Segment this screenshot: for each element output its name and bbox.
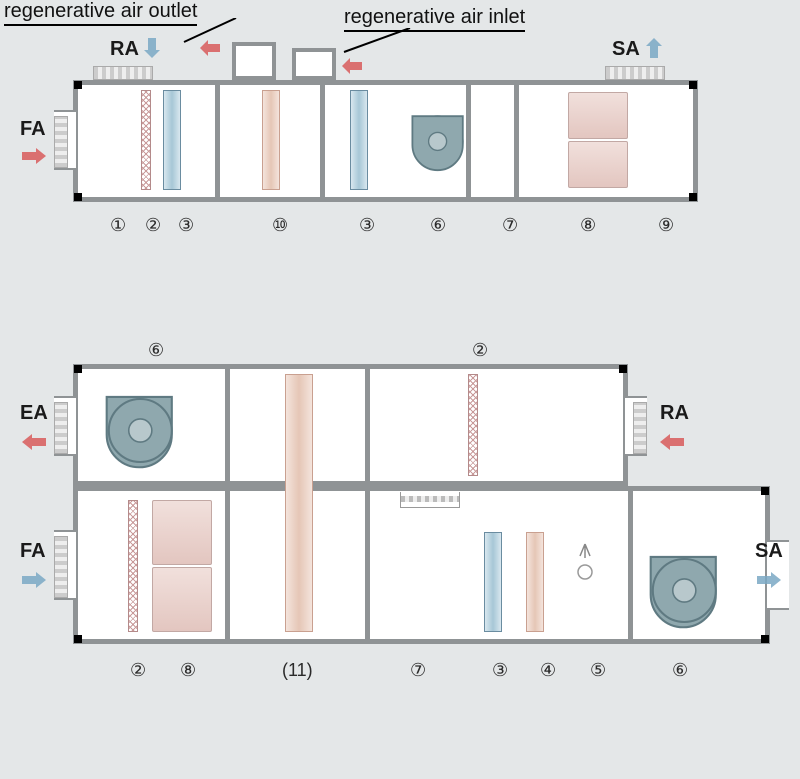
component-number: ③	[178, 215, 194, 236]
fan-icon	[92, 378, 192, 478]
component-number: ③	[359, 215, 375, 236]
arrow-right-icon	[20, 144, 48, 168]
arrow-left-icon	[340, 54, 364, 78]
component-number: ⑥	[672, 660, 688, 681]
fa-inlet	[54, 110, 76, 170]
arrow-right-icon	[755, 568, 783, 592]
filter-icon	[128, 500, 138, 632]
heater-icon	[152, 500, 212, 632]
energy-wheel-icon	[285, 374, 313, 632]
heater-icon	[568, 92, 628, 188]
arrow-left-icon	[20, 430, 48, 454]
ra-damper	[93, 66, 153, 80]
arrow-left-icon	[658, 430, 686, 454]
component-number: ⑥	[430, 215, 446, 236]
ra-label: RA	[110, 38, 139, 61]
cooling-coil-icon	[350, 90, 368, 190]
component-number: ⑤	[590, 660, 606, 681]
unit2-mid-divider	[73, 483, 628, 488]
arrow-up-icon	[642, 36, 666, 60]
unit1-divider	[514, 80, 519, 202]
component-number: ③	[492, 660, 508, 681]
component-number: ②	[472, 340, 488, 361]
fan-icon	[636, 538, 736, 638]
component-number: (11)	[282, 660, 313, 681]
arrow-down-icon	[140, 36, 164, 60]
unit2-divider	[225, 364, 230, 644]
regen-outlet-label: regenerative air outlet	[4, 0, 197, 26]
fa-inlet-bottom	[54, 530, 76, 600]
component-number: ⑥	[148, 340, 164, 361]
component-number: ⑦	[410, 660, 426, 681]
component-number: ⑩	[272, 215, 288, 236]
arrow-right-icon	[20, 568, 48, 592]
ra-inlet-bottom	[625, 396, 647, 456]
filter-icon	[141, 90, 151, 190]
ra-label-bottom: RA	[660, 402, 689, 425]
component-number: ⑨	[658, 215, 674, 236]
unit2-divider	[628, 486, 633, 644]
unit1-divider	[215, 80, 220, 202]
cooling-coil-icon	[163, 90, 181, 190]
component-number: ④	[540, 660, 556, 681]
component-number: ②	[145, 215, 161, 236]
arrow-left-icon	[198, 36, 222, 60]
component-number: ①	[110, 215, 126, 236]
regen-outlet-box	[232, 42, 276, 80]
unit1-divider	[320, 80, 325, 202]
regen-inlet-box	[292, 48, 336, 80]
component-number: ⑧	[580, 215, 596, 236]
filter-icon	[468, 374, 478, 476]
fa-label: FA	[20, 118, 46, 141]
sa-label-bottom: SA	[755, 540, 783, 563]
component-number: ⑦	[502, 215, 518, 236]
heating-coil-icon	[262, 90, 280, 190]
sa-label: SA	[612, 38, 640, 61]
humidifier-icon	[570, 542, 600, 592]
diagram-canvas: regenerative air outlet regenerative air…	[0, 0, 800, 779]
fan-icon	[398, 100, 474, 176]
fa-label-bottom: FA	[20, 540, 46, 563]
bypass-damper-icon	[400, 492, 460, 508]
component-number: ⑧	[180, 660, 196, 681]
heating-coil-icon	[526, 532, 544, 632]
sa-damper	[605, 66, 665, 80]
ea-outlet	[54, 396, 76, 456]
unit2-divider	[365, 364, 370, 644]
component-number: ②	[130, 660, 146, 681]
cooling-coil-icon	[484, 532, 502, 632]
ea-label: EA	[20, 402, 48, 425]
